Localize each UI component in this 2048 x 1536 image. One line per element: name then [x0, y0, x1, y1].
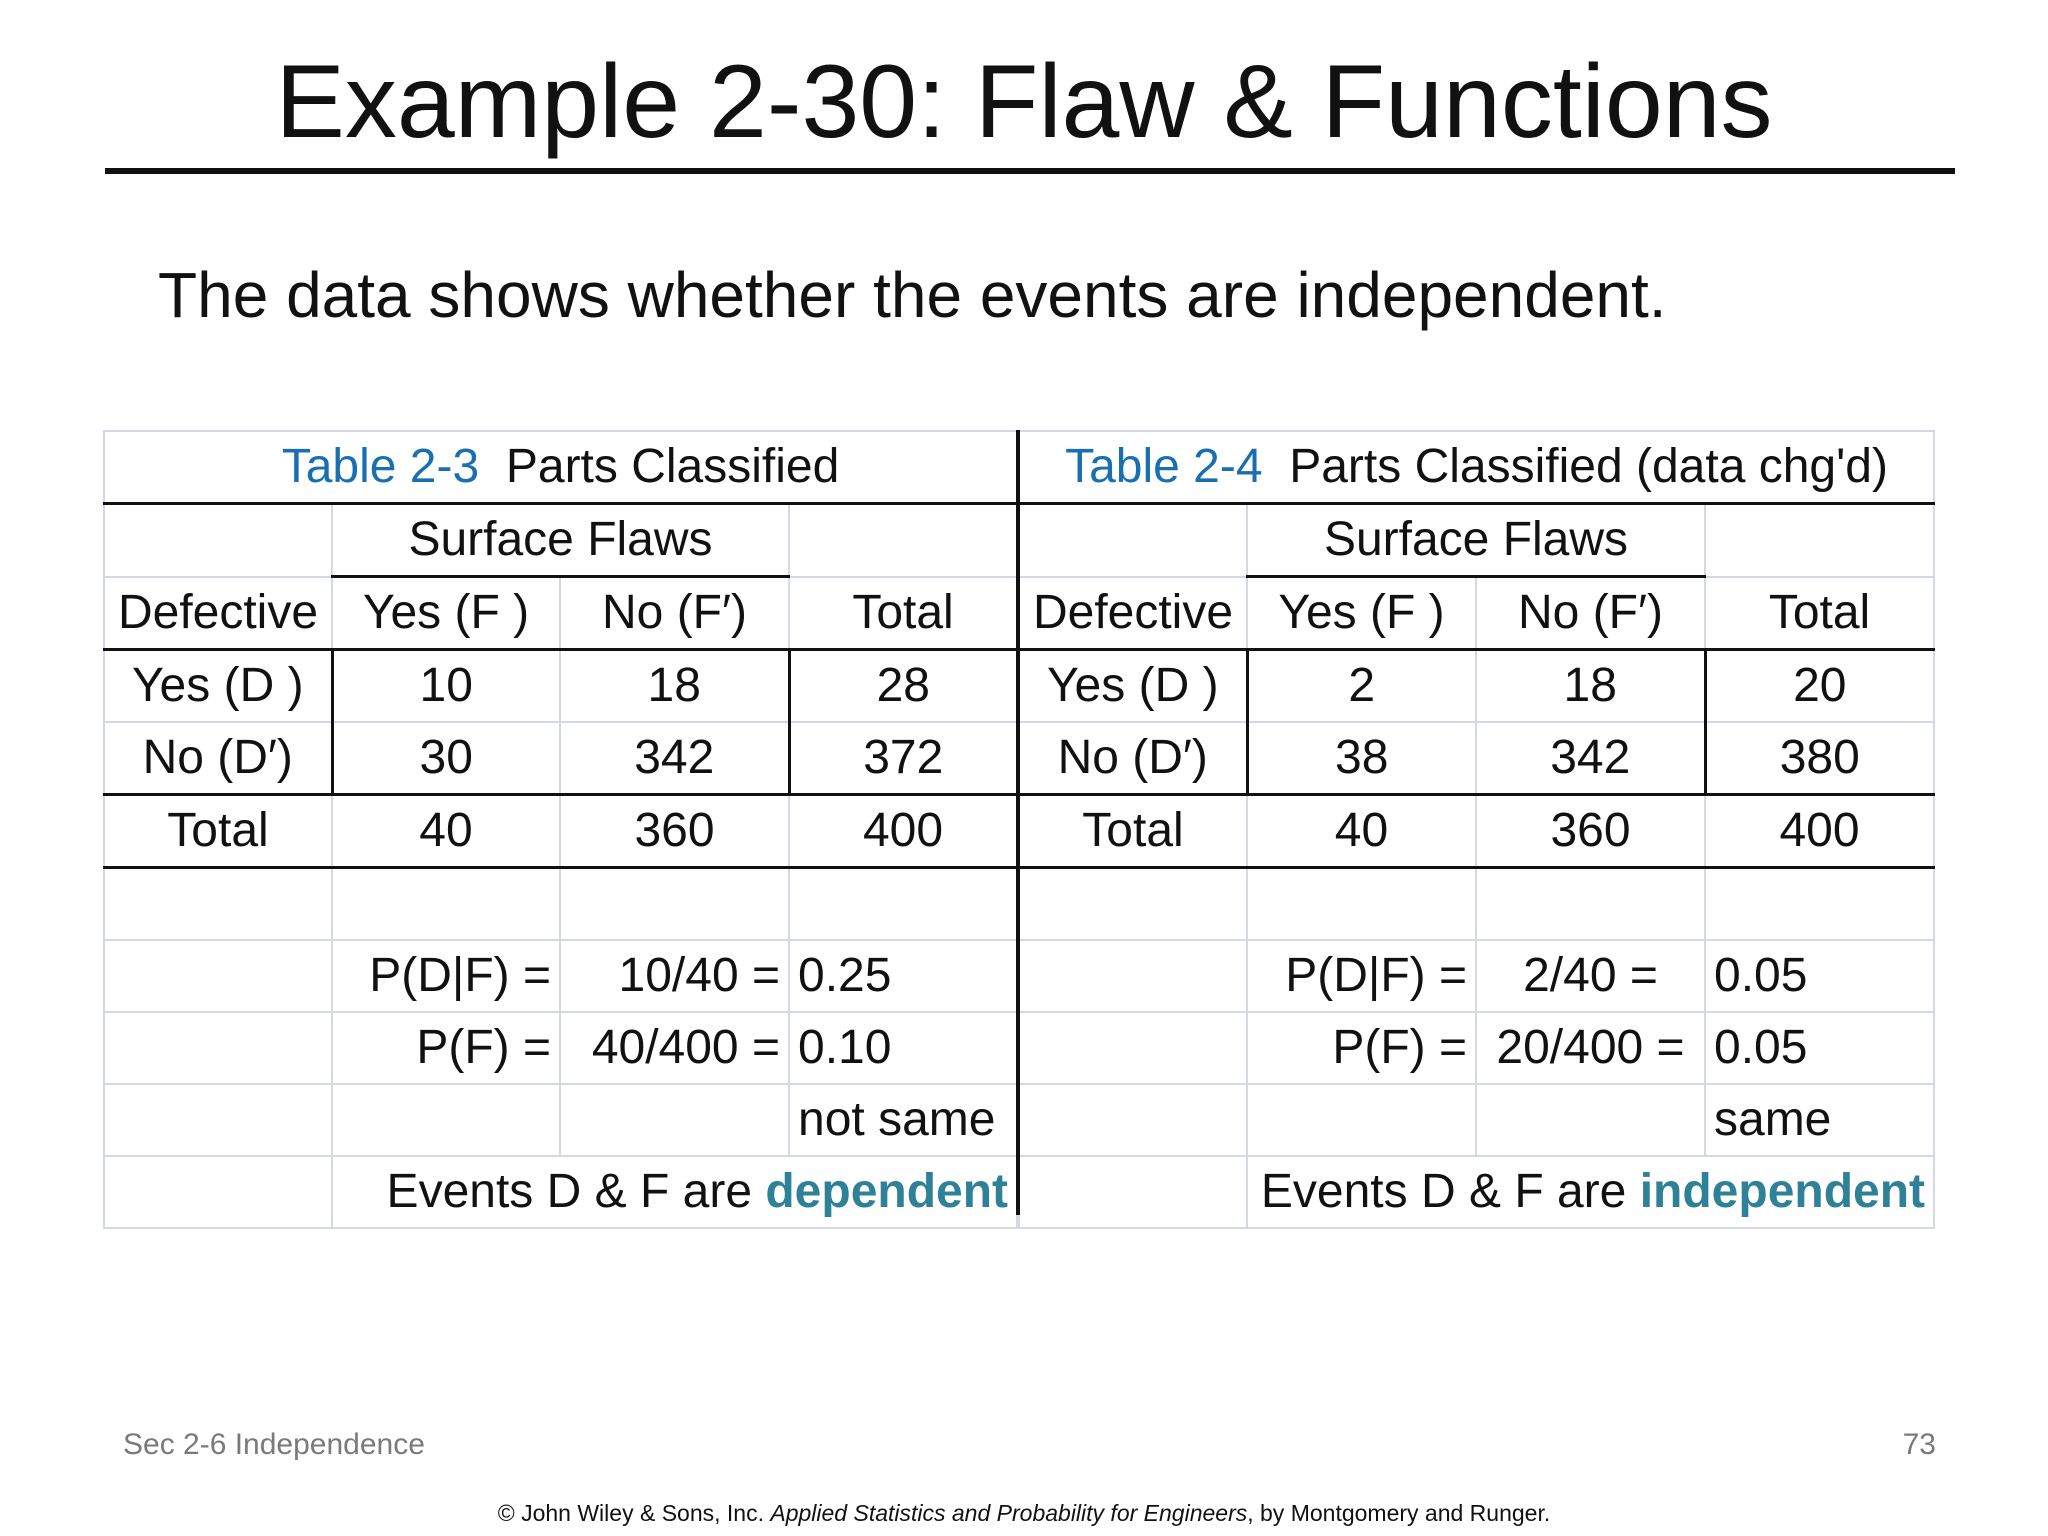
calc-expression: 2/40 = [1475, 939, 1706, 1013]
copyright-suffix: , by Montgomery and Runger. [1247, 1500, 1551, 1526]
empty-cell [103, 1155, 333, 1229]
table-cell: 342 [1475, 721, 1707, 796]
table-cell: 10 [331, 648, 561, 723]
table-cell: 18 [1475, 648, 1707, 723]
slide-title: Example 2-30: Flaw & Functions [275, 44, 1773, 160]
conclusion-word: dependent [765, 1165, 1009, 1218]
group-header: Surface Flaws [331, 502, 790, 578]
empty-cell [787, 502, 1019, 578]
table-cell: 40 [331, 793, 561, 869]
row-header: Total [103, 793, 333, 869]
calc-expression: 10/40 = [559, 939, 790, 1013]
book-title: Applied Statistics and Probability for E… [770, 1500, 1248, 1526]
table-caption-label: Table 2-4 [1065, 440, 1263, 493]
conclusion-prefix: Events D & F are [386, 1165, 753, 1218]
table-cell: 380 [1703, 721, 1936, 796]
table-cell: 2 [1246, 648, 1477, 723]
tables-container: Table 2-3 Parts Classified Surface Flaws… [102, 430, 1936, 1229]
empty-cell [103, 866, 333, 941]
calc-label: P(D|F) = [1246, 939, 1477, 1013]
calc-label: P(F) = [1246, 1011, 1477, 1085]
empty-cell [103, 502, 333, 578]
empty-cell [1018, 866, 1248, 941]
empty-cell [787, 866, 1019, 941]
row-header: No (D′) [1018, 721, 1249, 796]
empty-cell [103, 1011, 333, 1085]
table-caption-text: Parts Classified (data chg'd) [1289, 440, 1888, 493]
column-header: Total [787, 575, 1019, 651]
copyright-prefix: © John Wiley & Sons, Inc. [497, 1500, 764, 1526]
calc-expression: 40/400 = [559, 1011, 790, 1085]
empty-cell [559, 1083, 790, 1157]
empty-cell [1475, 1083, 1706, 1157]
title-underline [105, 168, 1955, 174]
table-2-3: Table 2-3 Parts Classified Surface Flaws… [102, 430, 1019, 1229]
table-cell: 30 [331, 721, 561, 796]
table-caption-text: Parts Classified [505, 440, 840, 493]
row-header: No (D′) [103, 721, 334, 796]
table-cell: 360 [559, 793, 790, 869]
calc-value: 0.10 [787, 1011, 1019, 1085]
conclusion: Events D & F are dependent [330, 1155, 1019, 1229]
empty-cell [1018, 1083, 1248, 1157]
slide-subtitle: The data shows whether the events are in… [158, 259, 1667, 331]
calc-label: P(D|F) = [331, 939, 561, 1013]
table-cell: 342 [559, 721, 791, 796]
conclusion-prefix: Events D & F are [1260, 1165, 1627, 1218]
empty-cell [331, 866, 561, 941]
table-divider [1016, 430, 1020, 1215]
table-cell: 400 [1703, 793, 1936, 869]
empty-cell [1018, 1155, 1248, 1229]
calc-expression: 20/400 = [1475, 1011, 1706, 1085]
empty-cell [1018, 1011, 1248, 1085]
empty-cell [1246, 866, 1477, 941]
empty-cell [103, 1083, 333, 1157]
empty-cell [1246, 1083, 1477, 1157]
conclusion: Events D & F are independent [1245, 1155, 1936, 1229]
comparison-result: not same [787, 1083, 1019, 1157]
row-header: Total [1018, 793, 1248, 869]
table-cell: 372 [787, 721, 1019, 796]
empty-cell [1475, 866, 1706, 941]
calc-value: 0.05 [1703, 939, 1936, 1013]
empty-cell [103, 939, 333, 1013]
column-header: No (F′) [1475, 575, 1706, 651]
table-cell: 38 [1246, 721, 1477, 796]
column-header: Total [1703, 575, 1936, 651]
table-cell: 360 [1475, 793, 1706, 869]
column-header: Defective [103, 575, 333, 651]
calc-label: P(F) = [331, 1011, 561, 1085]
group-header: Surface Flaws [1246, 502, 1706, 578]
column-header: Yes (F ) [331, 575, 561, 651]
column-header: Defective [1018, 575, 1248, 651]
column-header: Yes (F ) [1246, 575, 1477, 651]
table-cell: 20 [1703, 648, 1936, 723]
table-cell: 40 [1246, 793, 1477, 869]
empty-cell [331, 1083, 561, 1157]
table-2-4: Table 2-4 Parts Classified (data chg'd) … [1017, 430, 1936, 1229]
empty-cell [1703, 866, 1936, 941]
empty-cell [1703, 502, 1936, 578]
table-cell: 400 [787, 793, 1019, 869]
conclusion-word: independent [1639, 1165, 1926, 1218]
calc-value: 0.05 [1703, 1011, 1936, 1085]
table-cell: 28 [787, 648, 1019, 723]
comparison-result: same [1703, 1083, 1936, 1157]
table-caption-label: Table 2-3 [281, 440, 480, 493]
footer-section: Sec 2-6 Independence [123, 1428, 425, 1461]
copyright-notice: © John Wiley & Sons, Inc. Applied Statis… [0, 1500, 2048, 1527]
column-header: No (F′) [559, 575, 790, 651]
empty-cell [559, 866, 790, 941]
table-caption: Table 2-4 Parts Classified (data chg'd) [1017, 430, 1936, 505]
table-cell: 18 [559, 648, 791, 723]
page-number: 73 [1902, 1428, 1936, 1461]
row-header: Yes (D ) [103, 648, 334, 723]
table-caption: Table 2-3 Parts Classified [102, 430, 1019, 505]
calc-value: 0.25 [787, 939, 1019, 1013]
row-header: Yes (D ) [1018, 648, 1249, 723]
empty-cell [1018, 939, 1248, 1013]
empty-cell [1018, 502, 1248, 578]
